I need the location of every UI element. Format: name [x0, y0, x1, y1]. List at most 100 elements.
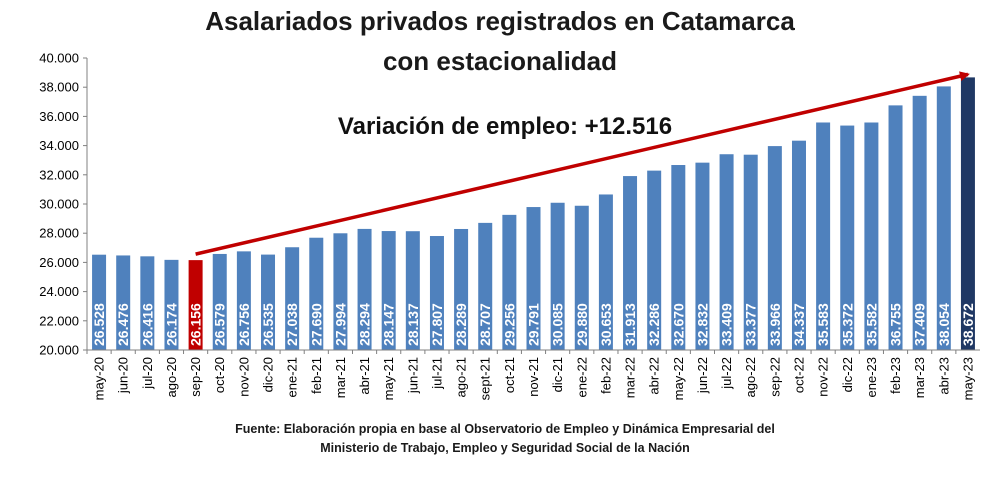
source-line-1: Fuente: Elaboración propia en base al Ob… [235, 422, 775, 436]
data-label: 34.337 [791, 303, 807, 346]
data-label: 32.832 [694, 303, 710, 346]
x-tick-label: oct-20 [212, 357, 227, 393]
data-label: 28.147 [381, 303, 397, 346]
data-label: 38.054 [936, 303, 952, 346]
bar [236, 251, 251, 350]
bar [647, 170, 662, 350]
x-tick-label: dic-20 [261, 357, 276, 392]
y-tick-label: 20.000 [39, 343, 79, 358]
bar [695, 162, 710, 350]
x-tick-label: nov-20 [236, 357, 251, 397]
data-label: 27.038 [284, 303, 300, 346]
bar [888, 105, 903, 350]
bar [791, 140, 806, 350]
y-tick-label: 30.000 [39, 197, 79, 212]
bar [767, 146, 782, 350]
data-label: 27.994 [332, 303, 348, 346]
x-tick-label: ene-22 [574, 357, 589, 397]
bar [598, 194, 613, 350]
data-label: 33.966 [767, 303, 783, 346]
bar [623, 176, 638, 350]
x-tick-label: mar-21 [333, 357, 348, 398]
bar [936, 86, 951, 351]
data-label: 26.156 [188, 303, 204, 346]
bar [454, 228, 469, 350]
bar [671, 165, 686, 350]
bar [743, 154, 758, 350]
data-label: 29.256 [501, 303, 517, 346]
bar [864, 122, 879, 350]
y-tick-label: 26.000 [39, 255, 79, 270]
y-tick-label: 40.000 [39, 51, 79, 66]
bar [502, 214, 517, 350]
data-label: 28.294 [357, 303, 373, 346]
bar [912, 95, 927, 350]
data-label: 28.707 [477, 303, 493, 346]
data-label: 32.286 [646, 303, 662, 346]
x-tick-label: mar-23 [912, 357, 927, 398]
data-label: 36.755 [888, 303, 904, 346]
chart-subtitle: con estacionalidad [383, 46, 617, 76]
bar [188, 260, 203, 350]
employment-variation-annotation: Variación de empleo: +12.516 [338, 113, 672, 140]
trend-arrow-line [195, 71, 970, 256]
bar [550, 202, 565, 350]
x-tick-label: abr-23 [936, 357, 951, 395]
bar [116, 255, 131, 350]
y-axis: 20.000 22.000 24.000 26.000 28.000 30.000 32.0… [39, 51, 88, 358]
data-label: 32.670 [670, 303, 686, 346]
x-tick-label: jun-22 [695, 357, 710, 394]
data-label: 26.174 [163, 303, 179, 346]
bars: 26.528 26.476 26.416 26.174 26.156 26.579 26.7… [91, 77, 976, 351]
data-label: 26.535 [260, 303, 276, 346]
data-label: 30.085 [550, 303, 566, 346]
x-tick-label: oct-22 [791, 357, 806, 393]
bar [816, 122, 831, 351]
x-tick-label: ene-23 [864, 357, 879, 397]
bar [164, 259, 179, 350]
data-label: 26.476 [115, 303, 131, 346]
bar [478, 222, 493, 350]
x-tick-label: dic-22 [840, 357, 855, 392]
data-label: 33.377 [743, 303, 759, 346]
data-label: 31.913 [622, 303, 638, 346]
chart-title: Asalariados privados registrados en Cata… [205, 6, 795, 36]
x-tick-label: nov-21 [526, 357, 541, 397]
source-line-2: Ministerio de Trabajo, Empleo y Segurida… [320, 441, 690, 455]
data-label: 29.880 [574, 303, 590, 346]
x-tick-label: jul-20 [140, 357, 155, 390]
bar [285, 247, 300, 350]
x-tick-label: sep-20 [188, 357, 203, 397]
y-tick-label: 24.000 [39, 284, 79, 299]
y-tick-label: 36.000 [39, 109, 79, 124]
bar [333, 233, 348, 350]
data-label: 30.653 [598, 303, 614, 346]
data-label: 27.807 [429, 303, 445, 346]
data-label: 37.409 [912, 303, 928, 346]
x-tick-label: dic-21 [550, 357, 565, 392]
y-tick-label: 34.000 [39, 138, 79, 153]
x-tick-label: sept-21 [478, 357, 493, 400]
data-label: 28.137 [405, 303, 421, 346]
x-tick-label: jul-22 [719, 357, 734, 390]
bar [719, 154, 734, 350]
data-label: 35.583 [815, 303, 831, 346]
bar [405, 231, 420, 350]
bar [140, 256, 155, 350]
data-label: 35.372 [839, 303, 855, 346]
x-tick-label: nov-22 [816, 357, 831, 397]
data-label: 35.582 [863, 303, 879, 346]
bar [526, 207, 541, 350]
bar [840, 125, 855, 350]
bar [381, 231, 396, 350]
y-tick-label: 28.000 [39, 226, 79, 241]
x-tick-label: may-22 [671, 357, 686, 400]
y-tick-label: 22.000 [39, 313, 79, 328]
x-tick-label: may-20 [92, 357, 107, 400]
y-tick-label: 38.000 [39, 80, 79, 95]
x-tick-label: feb-23 [888, 357, 903, 394]
bar [261, 254, 276, 350]
data-label: 29.791 [526, 303, 542, 346]
x-tick-label: sep-22 [767, 357, 782, 397]
